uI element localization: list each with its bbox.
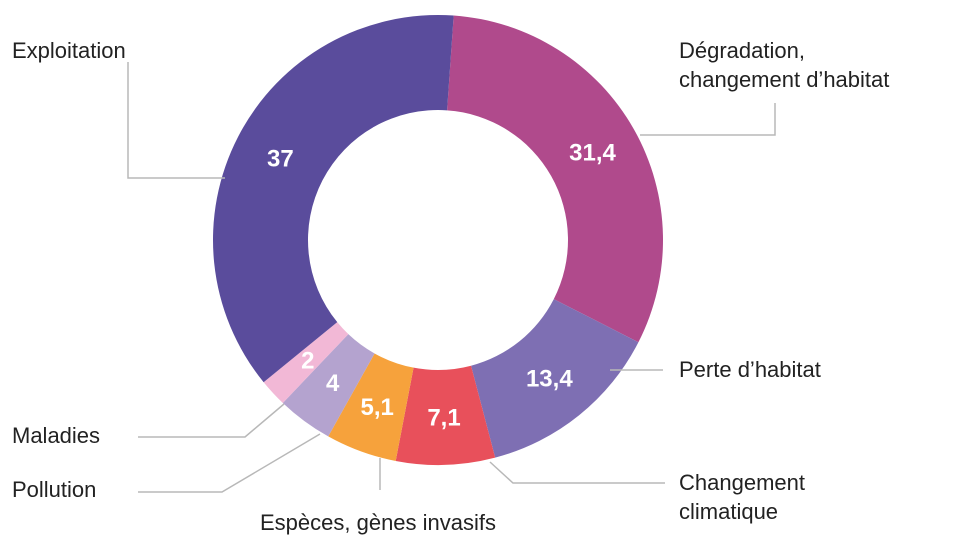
slice-2	[471, 299, 639, 458]
value-label-1: 31,4	[569, 140, 616, 167]
leader-line-exploitation	[127, 62, 225, 179]
label-especes: Espèces, gènes invasifs	[260, 510, 496, 535]
label-perte: Perte d’habitat	[679, 357, 821, 382]
label-degradation: Dégradation, changement d’habitat	[679, 38, 889, 92]
label-climat: Changement climatique	[679, 470, 811, 524]
value-label-7: 37	[267, 145, 294, 172]
leader-line-degradation	[640, 103, 776, 136]
label-pollution: Pollution	[12, 477, 96, 502]
value-label-4: 5,1	[361, 394, 394, 421]
leader-line-pollution	[138, 433, 321, 493]
slice-6	[263, 322, 349, 403]
value-label-5: 4	[326, 370, 340, 397]
label-maladies: Maladies	[12, 423, 100, 448]
slice-3	[395, 365, 496, 465]
value-label-2: 13,4	[526, 365, 573, 392]
slice-7	[213, 15, 454, 383]
leader-line-maladies	[138, 403, 285, 438]
slice-5	[282, 334, 375, 437]
donut-slices	[213, 15, 663, 465]
value-labels: 31,4 13,4 7,1 5,1 42 37	[267, 140, 616, 432]
label-exploitation: Exploitation	[12, 38, 126, 63]
value-label-3: 7,1	[427, 404, 460, 431]
leader-line-climat	[489, 461, 665, 484]
value-label-6: 2	[301, 348, 314, 375]
slice-1	[447, 15, 663, 343]
slice-4	[328, 353, 414, 461]
